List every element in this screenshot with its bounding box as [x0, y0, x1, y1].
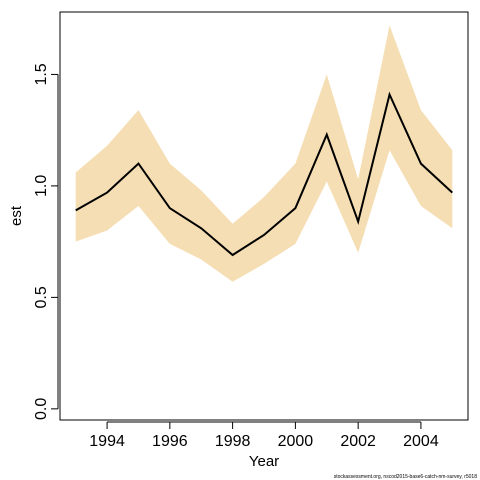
y-axis-title: est	[8, 205, 25, 226]
y-tick-label: 1.0	[33, 175, 50, 197]
data-point	[357, 221, 359, 223]
data-point	[75, 209, 77, 211]
y-tick-label: 0.0	[33, 398, 50, 420]
x-tick-label: 1998	[215, 433, 251, 450]
confidence-band-layer	[75, 25, 453, 282]
data-point	[263, 234, 265, 236]
data-point	[420, 163, 422, 165]
y-tick-label: 1.5	[33, 63, 50, 85]
data-point	[169, 207, 171, 209]
x-tick-label: 1996	[152, 433, 188, 450]
x-axis-title: Year	[249, 453, 279, 470]
plot-frame	[59, 11, 469, 421]
data-point	[294, 207, 296, 209]
data-point	[451, 192, 453, 194]
data-point	[326, 134, 328, 136]
x-axis: 1994 1996 1998 2000 2002 2004	[89, 421, 439, 450]
data-point	[137, 163, 139, 165]
data-point	[106, 192, 108, 194]
estimate-line-0	[75, 91, 453, 257]
x-tick-label: 2004	[403, 433, 439, 450]
data-point	[389, 93, 391, 95]
y-tick-label: 0.5	[33, 286, 50, 308]
credit-note: stockassessment.org, nscod2015-base6-cat…	[334, 474, 478, 480]
y-axis: 0.0 0.5 1.0 1.5	[33, 63, 59, 420]
data-point	[232, 254, 234, 256]
x-tick-label: 2000	[278, 433, 314, 450]
x-tick-label: 2002	[340, 433, 376, 450]
estimate-line-layer	[75, 91, 453, 257]
data-point	[200, 227, 202, 229]
confidence-band-0	[75, 25, 453, 282]
x-tick-label: 1994	[89, 433, 125, 450]
